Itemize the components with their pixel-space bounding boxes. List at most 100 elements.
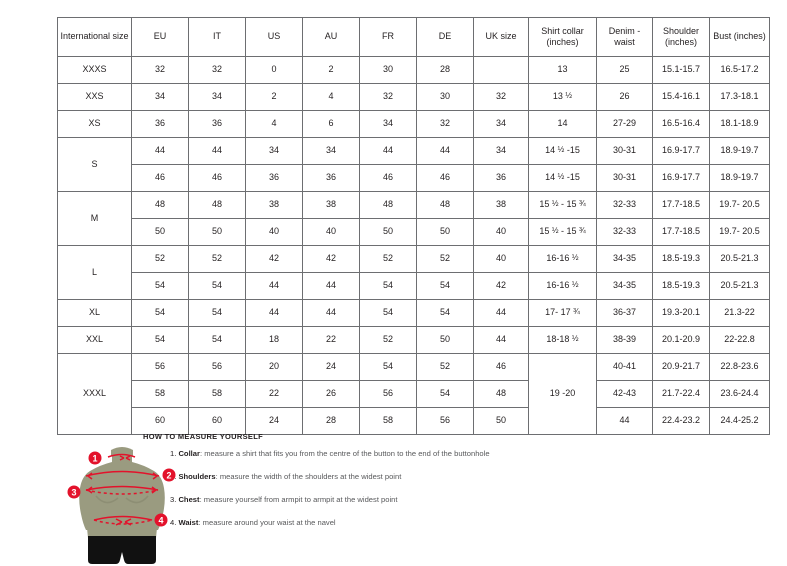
cell-shoulder: 18.5-19.3 xyxy=(652,272,710,300)
cell-eu: 54 xyxy=(131,299,189,327)
measure-instruction-label: Collar xyxy=(178,449,200,458)
cell-au: 36 xyxy=(302,164,360,192)
cell-it: 48 xyxy=(188,191,246,219)
column-header-fr: FR xyxy=(359,17,417,57)
cell-bust: 22.8-23.6 xyxy=(709,353,770,381)
table-row: 54 54 44 44 54 54 42 16-16 ½ 34-35 18.5-19.3 20.5-… xyxy=(58,272,770,300)
cell-shoulder: 20.1-20.9 xyxy=(652,326,710,354)
cell-fr: 54 xyxy=(359,299,417,327)
cell-uk-size: 34 xyxy=(473,137,529,165)
cell-denim-waist: 27-29 xyxy=(596,110,653,138)
svg-text:2: 2 xyxy=(166,471,171,481)
cell-de: 32 xyxy=(416,110,474,138)
cell-shirt-collar: 15 ½ - 15 ¾ xyxy=(528,218,597,246)
measure-instruction-chest: 3. Chest: measure yourself from armpit t… xyxy=(170,495,730,505)
cell-fr: 50 xyxy=(359,218,417,246)
cell-it: 60 xyxy=(188,407,246,435)
cell-bust: 16.5-17.2 xyxy=(709,56,770,84)
cell-us: 40 xyxy=(245,218,303,246)
cell-eu: 34 xyxy=(131,83,189,111)
measure-instruction-label: Waist xyxy=(178,517,199,527)
cell-international-size: XS xyxy=(57,110,132,138)
table-row: XL 54 54 44 44 54 54 44 17- 17 ¾ 36-37 19.3-20.1 21… xyxy=(57,299,770,327)
measure-instruction-number: 3. xyxy=(170,494,179,504)
cell-fr: 58 xyxy=(359,407,417,435)
cell-shirt-collar: 15 ½ - 15 ¾ xyxy=(528,191,597,219)
size-chart-table: International size EU IT US AU FR DE UK … xyxy=(57,17,770,435)
cell-shoulder: 18.5-19.3 xyxy=(652,245,710,273)
cell-fr: 30 xyxy=(359,56,417,84)
cell-fr: 56 xyxy=(359,380,417,408)
how-to-measure-title: HOW TO MEASURE YOURSELF xyxy=(143,432,263,441)
cell-shoulder: 16.9-17.7 xyxy=(652,137,710,165)
table-row: 46 46 36 36 46 46 36 14 ½ -15 30-31 16.9-17.7 18.9… xyxy=(58,164,770,192)
cell-shirt-collar: 13 xyxy=(528,56,597,84)
cell-au: 28 xyxy=(302,407,360,435)
cell-uk-size: 38 xyxy=(473,191,529,219)
cell-shoulder: 17.7-18.5 xyxy=(652,218,710,246)
cell-bust: 17.3-18.1 xyxy=(709,83,770,111)
column-header-it: IT xyxy=(188,17,246,57)
column-header-eu: EU xyxy=(131,17,189,57)
cell-bust: 20.5-21.3 xyxy=(709,272,770,300)
cell-international-size: XXXL xyxy=(57,353,132,435)
cell-uk-size: 48 xyxy=(473,380,529,408)
cell-us: 34 xyxy=(245,137,303,165)
cell-bust: 24.4-25.2 xyxy=(709,407,770,435)
measure-instruction-number: 4. xyxy=(170,517,179,527)
table-row: L 52 52 42 42 52 52 40 16-16 ½ 34-35 18.5-19.3 20.5… xyxy=(57,245,770,300)
cell-bust: 18.9-19.7 xyxy=(709,164,770,192)
cell-us: 2 xyxy=(245,83,303,111)
cell-uk-size: 50 xyxy=(473,407,529,435)
cell-de: 56 xyxy=(416,407,474,435)
cell-fr: 52 xyxy=(359,245,417,273)
cell-shoulder: 15.1-15.7 xyxy=(652,56,710,84)
cell-fr: 44 xyxy=(359,137,417,165)
cell-eu: 50 xyxy=(131,218,189,246)
cell-au: 44 xyxy=(302,299,360,327)
table-row: XXL 54 54 18 22 52 50 44 18-18 ½ 38-39 20.1-20.9 22… xyxy=(57,326,770,354)
cell-denim-waist: 30-31 xyxy=(596,137,653,165)
cell-it: 46 xyxy=(188,164,246,192)
cell-shoulder: 21.7-22.4 xyxy=(652,380,710,408)
cell-denim-waist: 44 xyxy=(596,407,653,435)
cell-bust: 23.6-24.4 xyxy=(709,380,770,408)
cell-au: 26 xyxy=(302,380,360,408)
column-header-de: DE xyxy=(416,17,474,57)
cell-us: 38 xyxy=(245,191,303,219)
cell-it: 50 xyxy=(188,218,246,246)
cell-it: 32 xyxy=(188,56,246,84)
cell-us: 44 xyxy=(245,272,303,300)
cell-de: 30 xyxy=(416,83,474,111)
cell-it: 54 xyxy=(188,272,246,300)
cell-us: 36 xyxy=(245,164,303,192)
cell-au: 4 xyxy=(302,83,360,111)
cell-denim-waist: 42-43 xyxy=(596,380,653,408)
cell-eu: 32 xyxy=(131,56,189,84)
measurement-body-diagram: 1 2 3 4 xyxy=(62,440,182,566)
table-header-row: International size EU IT US AU FR DE UK … xyxy=(57,17,770,57)
column-header-us: US xyxy=(245,17,303,57)
marker-4: 4 xyxy=(154,513,168,527)
cell-shoulder: 19.3-20.1 xyxy=(652,299,710,327)
marker-2: 2 xyxy=(162,468,176,482)
cell-us: 24 xyxy=(245,407,303,435)
cell-it: 58 xyxy=(188,380,246,408)
cell-de: 54 xyxy=(416,272,474,300)
table-row: M 48 48 38 38 48 48 38 15 ½ - 15 ¾ 32-33 17.7-18.5… xyxy=(57,191,770,246)
cell-bust: 22-22.8 xyxy=(709,326,770,354)
cell-fr: 32 xyxy=(359,83,417,111)
table-row: XXS 34 34 2 4 32 30 32 13 ½ 26 15.4-16.1 17.3-18.1 xyxy=(57,83,770,111)
cell-us: 20 xyxy=(245,353,303,381)
cell-international-size: XL xyxy=(57,299,132,327)
cell-denim-waist: 32-33 xyxy=(596,218,653,246)
table-row: 50 50 40 40 50 50 40 15 ½ - 15 ¾ 32-33 17.7-18.5 1… xyxy=(58,218,770,246)
shorts xyxy=(88,536,156,564)
cell-de: 54 xyxy=(416,380,474,408)
marker-1: 1 xyxy=(88,451,102,465)
cell-us: 44 xyxy=(245,299,303,327)
cell-fr: 46 xyxy=(359,164,417,192)
cell-bust: 19.7- 20.5 xyxy=(709,218,770,246)
cell-au: 34 xyxy=(302,137,360,165)
cell-bust: 21.3-22 xyxy=(709,299,770,327)
